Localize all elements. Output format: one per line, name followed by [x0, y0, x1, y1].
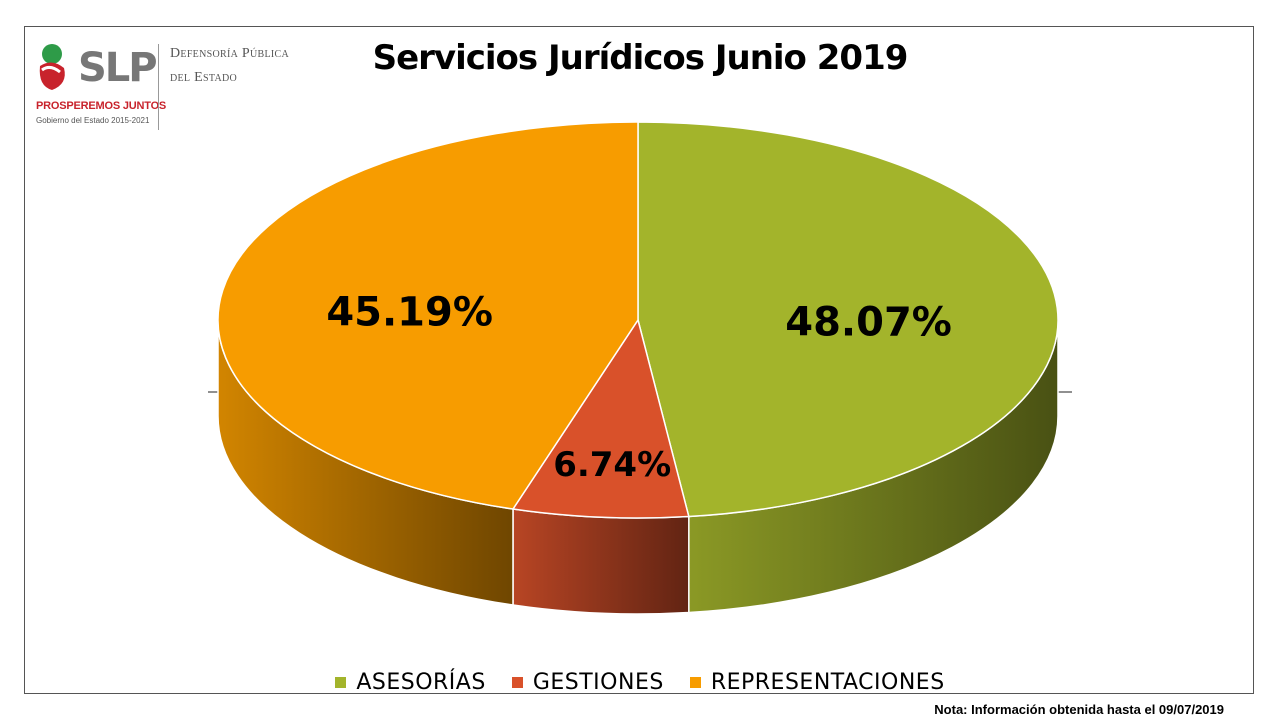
legend-item-gestiones: GESTIONES	[511, 669, 664, 695]
legend-swatch	[335, 676, 347, 688]
legend-label: GESTIONES	[532, 669, 664, 695]
logo-government: Gobierno del Estado 2015-2021	[36, 116, 150, 125]
legend-swatch	[689, 676, 701, 688]
slp-logo: SLP PROSPEREMOS JUNTOS Gobierno del Esta…	[34, 40, 314, 132]
organization-name-line1: Defensoría Pública	[170, 46, 290, 61]
footnote: Nota: Información obtenida hasta el 09/0…	[934, 702, 1224, 717]
slp-emblem-icon	[39, 44, 65, 90]
logo-divider	[158, 44, 159, 130]
slice-data-label-0: 48.07%	[785, 299, 952, 345]
pie-slice-1	[511, 318, 690, 519]
chart-legend: ASESORÍAS GESTIONES REPRESENTACIONES	[0, 666, 1280, 698]
chart-title: Servicios Jurídicos Junio 2019	[372, 38, 909, 78]
legend-item-asesorias: ASESORÍAS	[335, 670, 486, 695]
legend-item-representaciones: REPRESENTACIONES	[689, 669, 945, 695]
slice-data-label-1: 6.74%	[553, 445, 671, 485]
legend-label: REPRESENTACIONES	[710, 669, 945, 695]
pie-slice-0	[637, 121, 1059, 518]
logo-tagline: PROSPEREMOS JUNTOS	[36, 100, 167, 112]
slice-data-label-2: 45.19%	[326, 290, 493, 336]
chart-frame	[24, 26, 1254, 694]
legend-swatch	[511, 676, 523, 688]
organization-name-line2: del Estado	[170, 70, 238, 85]
logo-wordmark: SLP	[78, 45, 158, 91]
legend-label: ASESORÍAS	[356, 669, 486, 695]
slice-side-1	[512, 508, 690, 615]
pie-slice-2	[217, 121, 639, 510]
